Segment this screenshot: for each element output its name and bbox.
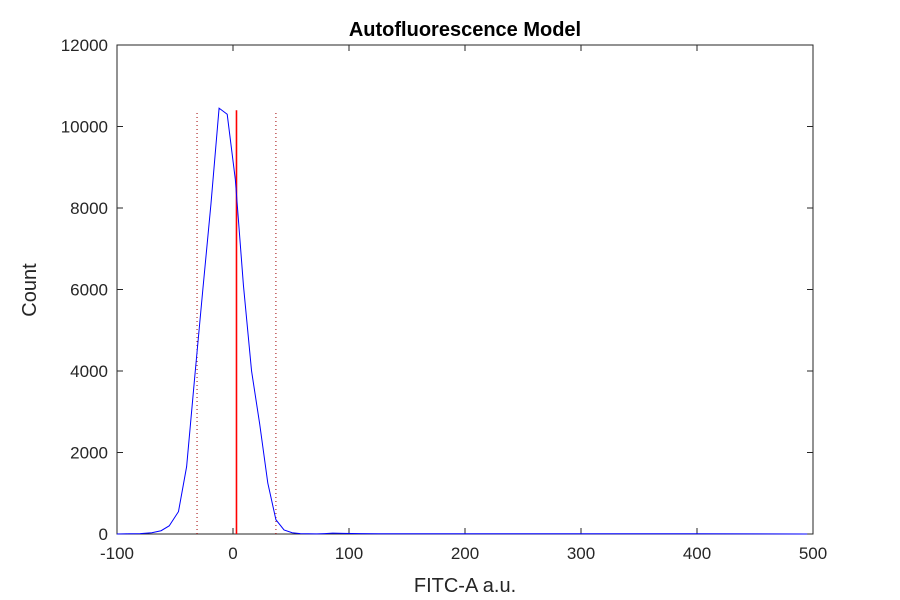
x-axis-label: FITC-A a.u.: [414, 575, 516, 597]
series-line: [116, 107, 808, 535]
y-tick-label: 6000: [70, 281, 108, 300]
x-tick-label: 400: [683, 544, 711, 563]
y-tick-label: 12000: [61, 36, 108, 55]
x-tick-label: 0: [228, 544, 237, 563]
y-tick-label: 10000: [61, 118, 108, 137]
reference-lines: [196, 110, 277, 534]
y-tick-label: 2000: [70, 444, 108, 463]
x-tick-label: -100: [100, 544, 134, 563]
x-tick-label: 200: [451, 544, 479, 563]
y-tick-label: 4000: [70, 362, 108, 381]
series-group: [116, 107, 808, 535]
chart-title: Autofluorescence Model: [349, 19, 581, 41]
y-tick-label: 0: [99, 525, 108, 544]
x-tick-label: 500: [799, 544, 827, 563]
y-axis-ticks: 0 2000 4000 6000 8000 10000 12000: [61, 36, 813, 544]
y-axis-label: Count: [19, 263, 41, 317]
x-axis-ticks: -100 0 100 200 300 400 500: [100, 45, 827, 563]
x-tick-label: 100: [335, 544, 363, 563]
y-tick-label: 8000: [70, 199, 108, 218]
x-tick-label: 300: [567, 544, 595, 563]
plot-area: [116, 44, 814, 535]
